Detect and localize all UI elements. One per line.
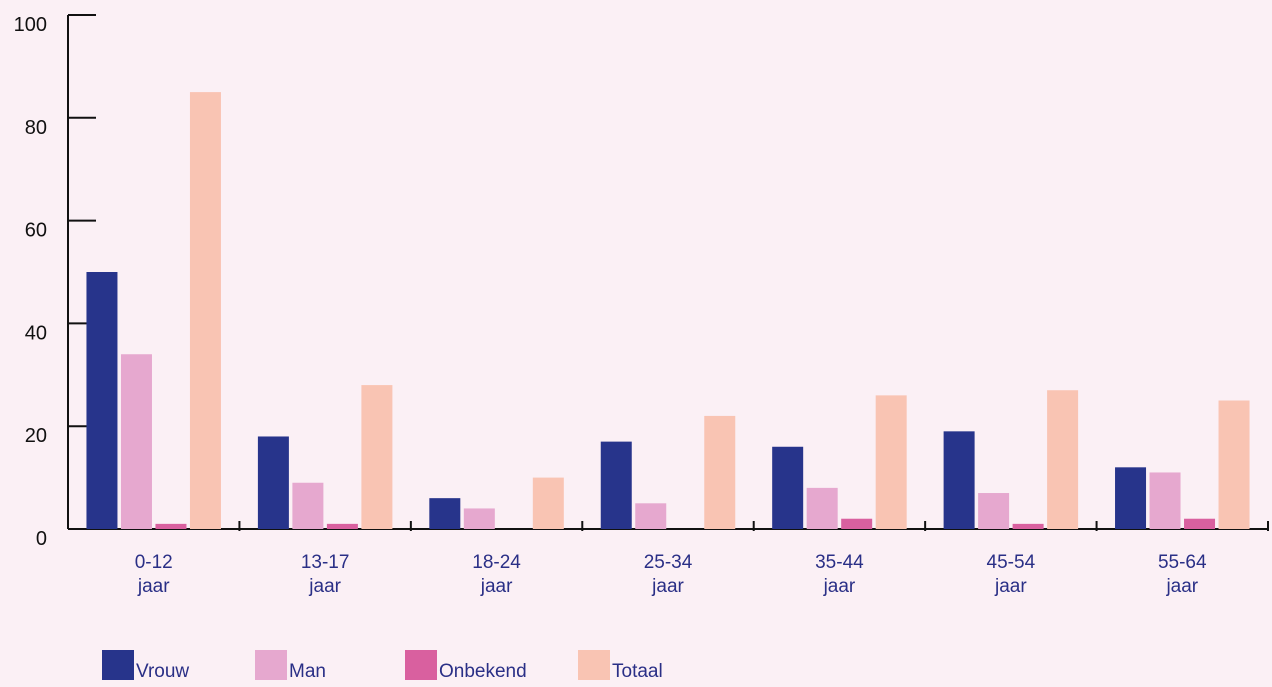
x-tick-label-line: 45-54 [987, 552, 1036, 573]
bar [292, 482, 324, 529]
bar [257, 436, 289, 529]
bar [429, 498, 461, 529]
bar [361, 385, 393, 529]
x-tick-label-line: jaar [823, 576, 856, 597]
x-tick-label-line: jaar [1165, 576, 1198, 597]
y-tick-label: 80 [25, 117, 47, 139]
legend-swatch [578, 650, 610, 680]
x-tick-label: 18-24 jaar [472, 552, 521, 597]
x-tick-label: 0-12 jaar [135, 552, 173, 597]
bar [155, 523, 187, 529]
bar [1184, 518, 1216, 529]
bar [86, 272, 118, 529]
x-tick-label-line: 25-34 [644, 552, 693, 573]
bar [120, 354, 152, 529]
legend-label: Man [289, 661, 326, 682]
y-tick-label: 40 [25, 322, 47, 344]
x-tick-label: 35-44 jaar [815, 552, 864, 597]
x-tick-label-line: jaar [994, 576, 1027, 597]
bar [326, 523, 358, 529]
y-tick-label: 0 [36, 528, 47, 550]
x-tick-label: 25-34 jaar [644, 552, 693, 597]
bar [978, 493, 1010, 529]
legend-label: Onbekend [439, 661, 527, 682]
x-tick-label-line: 35-44 [815, 552, 864, 573]
bar [1047, 390, 1079, 529]
bar [1218, 400, 1250, 529]
x-tick-label-line: jaar [308, 576, 341, 597]
x-tick-label-line: 18-24 [472, 552, 521, 573]
x-tick-label: 13-17 jaar [301, 552, 350, 597]
bar [532, 477, 564, 529]
bar [600, 441, 632, 529]
x-tick-label: 45-54 jaar [987, 552, 1036, 597]
x-tick-label-line: 55-64 [1158, 552, 1207, 573]
x-tick-label-line: jaar [651, 576, 684, 597]
x-tick-label-line: jaar [480, 576, 513, 597]
legend-label: Totaal [612, 661, 663, 682]
bar [1149, 472, 1181, 529]
bar [189, 92, 221, 529]
bar [1115, 467, 1147, 529]
bar [772, 446, 804, 529]
bar [943, 431, 975, 529]
x-tick-label-line: jaar [137, 576, 170, 597]
bar [704, 415, 736, 529]
bar [841, 518, 873, 529]
x-tick-label: 55-64 jaar [1158, 552, 1207, 597]
legend-swatch [102, 650, 134, 680]
y-tick-label: 60 [25, 220, 47, 242]
y-tick-label: 20 [25, 425, 47, 447]
legend-swatch [405, 650, 437, 680]
x-tick-label-line: 13-17 [301, 552, 350, 573]
bar [875, 395, 907, 529]
legend-label: Vrouw [136, 661, 189, 682]
bar [635, 503, 667, 529]
y-tick-label: 100 [14, 14, 47, 36]
x-tick-label-line: 0-12 [135, 552, 173, 573]
legend-swatch [255, 650, 287, 680]
bar [463, 508, 495, 529]
bar [806, 487, 838, 529]
bar [1012, 523, 1044, 529]
